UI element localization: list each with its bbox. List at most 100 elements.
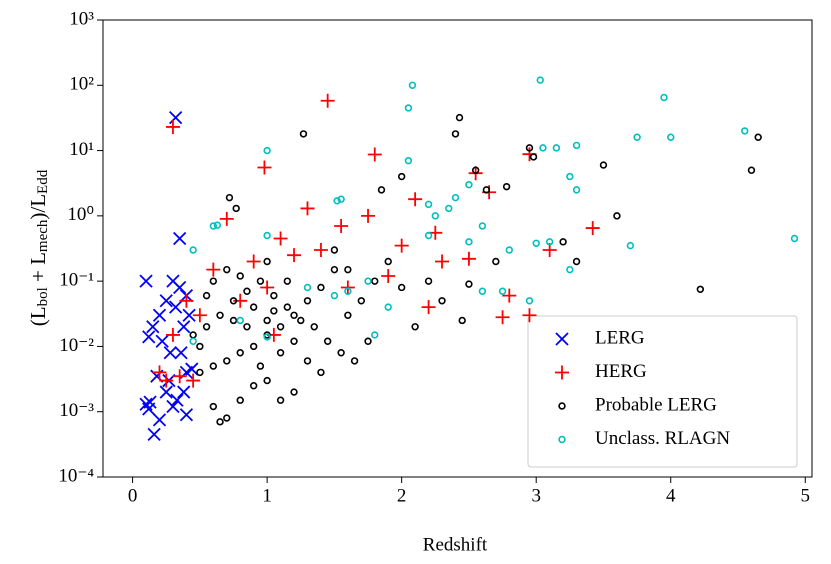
circle-marker <box>455 113 464 122</box>
circle-marker <box>404 104 413 112</box>
circle-marker <box>498 287 507 295</box>
x-marker <box>169 300 183 314</box>
x-marker <box>182 308 196 322</box>
plus-marker <box>408 192 423 207</box>
circle-marker <box>189 246 197 254</box>
circle-marker <box>424 231 433 240</box>
x-marker <box>166 399 180 414</box>
circle-marker <box>209 362 218 370</box>
circle-marker <box>559 238 567 246</box>
circle-marker <box>299 130 308 138</box>
plus-marker <box>287 248 302 263</box>
circle-marker <box>223 414 231 422</box>
circle-marker <box>344 287 352 295</box>
plus-marker <box>313 242 328 257</box>
circle-marker <box>478 222 487 230</box>
x-marker <box>155 334 169 348</box>
circle-marker <box>263 146 271 155</box>
plus-marker <box>273 231 288 246</box>
circle-marker <box>424 200 433 209</box>
circle-marker <box>377 186 386 194</box>
circle-marker <box>696 285 705 293</box>
legend-marker <box>555 365 569 380</box>
y-axis-label: (Lbol + Lmech)/LEdd <box>26 169 51 326</box>
circle-marker <box>660 93 668 102</box>
circle-marker <box>249 342 258 351</box>
circle-marker <box>263 376 271 385</box>
circle-marker <box>276 323 285 331</box>
circle-marker <box>256 362 265 370</box>
plus-marker <box>435 254 450 269</box>
circle-marker <box>529 153 538 161</box>
circle-marker <box>471 166 480 174</box>
plus-marker <box>257 160 272 175</box>
circle-marker <box>384 257 392 266</box>
circle-marker <box>525 297 534 305</box>
circle-marker <box>536 76 544 84</box>
circle-marker <box>754 133 762 141</box>
circle-marker <box>229 316 238 325</box>
circle-marker <box>424 277 433 285</box>
circle-marker <box>482 186 491 194</box>
plus-marker <box>219 211 234 226</box>
circle-marker <box>216 418 224 426</box>
circle-marker <box>525 144 534 152</box>
plus-marker <box>206 262 221 277</box>
circle-marker <box>189 337 197 345</box>
circle-marker <box>337 349 345 357</box>
circle-marker <box>465 280 473 288</box>
circle-marker <box>213 221 222 229</box>
circle-marker <box>741 127 749 135</box>
y-label-part: )/L <box>26 194 50 220</box>
circle-marker <box>333 197 341 205</box>
x-marker <box>147 427 161 441</box>
circle-marker <box>256 277 265 285</box>
circle-marker <box>445 204 453 213</box>
circle-marker <box>270 307 278 315</box>
x-tick-label: 0 <box>128 485 138 506</box>
circle-marker <box>667 133 675 141</box>
y-tick-label: 10³ <box>69 8 94 29</box>
circle-marker <box>202 323 211 331</box>
circle-marker <box>209 277 218 285</box>
circle-marker <box>545 238 554 246</box>
circle-marker <box>249 303 258 311</box>
plus-marker <box>334 218 349 233</box>
circle-marker <box>209 402 218 411</box>
circle-marker <box>330 265 339 274</box>
plus-marker <box>179 293 194 308</box>
circle-marker <box>397 283 406 292</box>
circle-marker <box>303 297 312 305</box>
x-marker <box>173 280 187 295</box>
legend-label: HERG <box>595 361 647 382</box>
circle-marker <box>344 311 352 319</box>
plus-marker <box>186 373 201 388</box>
circle-marker <box>458 316 466 325</box>
x-tick-label: 1 <box>262 485 272 506</box>
circle-marker <box>451 193 460 202</box>
x-marker <box>146 320 160 334</box>
circle-marker <box>572 141 581 150</box>
circle-marker <box>337 195 345 203</box>
circle-marker <box>263 257 271 266</box>
circle-marker <box>572 257 581 266</box>
x-marker <box>142 330 156 344</box>
circle-marker <box>283 303 292 311</box>
x-marker <box>163 346 177 360</box>
circle-marker <box>276 349 285 357</box>
circle-marker <box>364 277 372 285</box>
x-marker <box>177 385 191 399</box>
plus-marker <box>394 238 409 253</box>
x-marker <box>177 320 191 334</box>
x-marker <box>170 393 184 407</box>
circle-marker <box>236 349 244 357</box>
x-marker <box>152 308 167 322</box>
circle-marker <box>196 368 204 377</box>
circle-marker <box>502 182 511 191</box>
y-tick-label: 10⁻² <box>59 335 94 356</box>
legend-marker <box>558 435 566 444</box>
plus-marker <box>246 254 261 269</box>
x-marker <box>143 395 157 409</box>
circle-marker <box>270 291 278 300</box>
circle-marker <box>790 234 799 243</box>
